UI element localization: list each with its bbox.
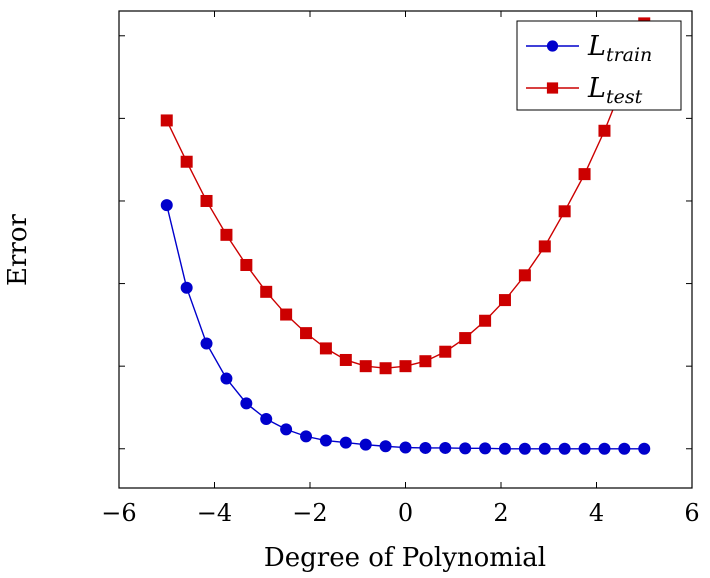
- data-point-train: [598, 442, 611, 455]
- legend-marker-train: [546, 40, 559, 52]
- data-point-train: [399, 441, 412, 454]
- data-point-train: [220, 372, 233, 385]
- data-point-test: [339, 353, 352, 366]
- data-point-test: [578, 168, 591, 181]
- data-point-test: [180, 155, 193, 168]
- data-point-test: [518, 269, 531, 282]
- data-point-test: [240, 258, 253, 271]
- data-point-train: [319, 434, 332, 447]
- y-axis-title: Error: [3, 213, 33, 285]
- data-point-train: [479, 442, 492, 455]
- data-point-test: [538, 240, 551, 253]
- data-point-test: [479, 314, 492, 327]
- x-tick-label: 4: [589, 499, 604, 527]
- data-point-train: [498, 442, 511, 455]
- data-point-train: [160, 199, 173, 212]
- data-point-train: [578, 442, 591, 455]
- data-point-test: [598, 124, 611, 137]
- data-point-test: [498, 294, 511, 307]
- data-point-test: [419, 355, 432, 368]
- data-point-test: [399, 360, 412, 373]
- data-point-train: [280, 423, 293, 436]
- data-point-test: [300, 327, 313, 340]
- legend: Ltrain Ltest: [516, 20, 682, 111]
- data-point-train: [518, 442, 531, 455]
- data-point-train: [538, 442, 551, 455]
- data-point-test: [459, 332, 472, 345]
- data-point-train: [618, 442, 631, 455]
- data-point-train: [240, 397, 253, 410]
- data-point-train: [459, 442, 472, 455]
- data-point-test: [220, 228, 233, 241]
- data-point-train: [558, 442, 571, 455]
- data-point-train: [439, 441, 452, 454]
- data-point-test: [260, 285, 273, 298]
- series-line-train: [166, 204, 645, 450]
- data-point-train: [339, 436, 352, 449]
- data-point-test: [558, 205, 571, 218]
- data-point-train: [260, 413, 273, 426]
- data-point-test: [439, 345, 452, 358]
- legend-label-test: Ltest: [587, 73, 643, 108]
- axes: −6 −4 −2 0 2 4 6: [101, 10, 700, 527]
- x-axis-title: Degree of Polynomial: [264, 543, 546, 573]
- data-point-train: [180, 281, 193, 294]
- data-point-test: [359, 360, 372, 373]
- x-tick-label: −2: [292, 499, 327, 527]
- data-point-test: [160, 114, 173, 127]
- x-tick-label: 6: [684, 499, 699, 527]
- x-tick-label: 0: [398, 499, 413, 527]
- legend-marker-test: [546, 82, 559, 94]
- data-point-train: [419, 441, 432, 454]
- data-point-train: [379, 440, 392, 453]
- legend-box: [516, 20, 682, 111]
- data-point-test: [280, 308, 293, 321]
- data-point-train: [200, 337, 213, 350]
- x-tick-label: 2: [493, 499, 508, 527]
- data-point-train: [638, 442, 651, 455]
- x-tick-label: −4: [197, 499, 232, 527]
- legend-label-train: Ltrain: [587, 31, 652, 66]
- data-point-test: [319, 342, 332, 355]
- data-point-train: [359, 438, 372, 451]
- data-point-test: [379, 362, 392, 375]
- data-point-test: [200, 194, 213, 207]
- data-point-train: [300, 430, 313, 443]
- plot-area: [160, 17, 651, 455]
- x-tick-label: −6: [101, 499, 136, 527]
